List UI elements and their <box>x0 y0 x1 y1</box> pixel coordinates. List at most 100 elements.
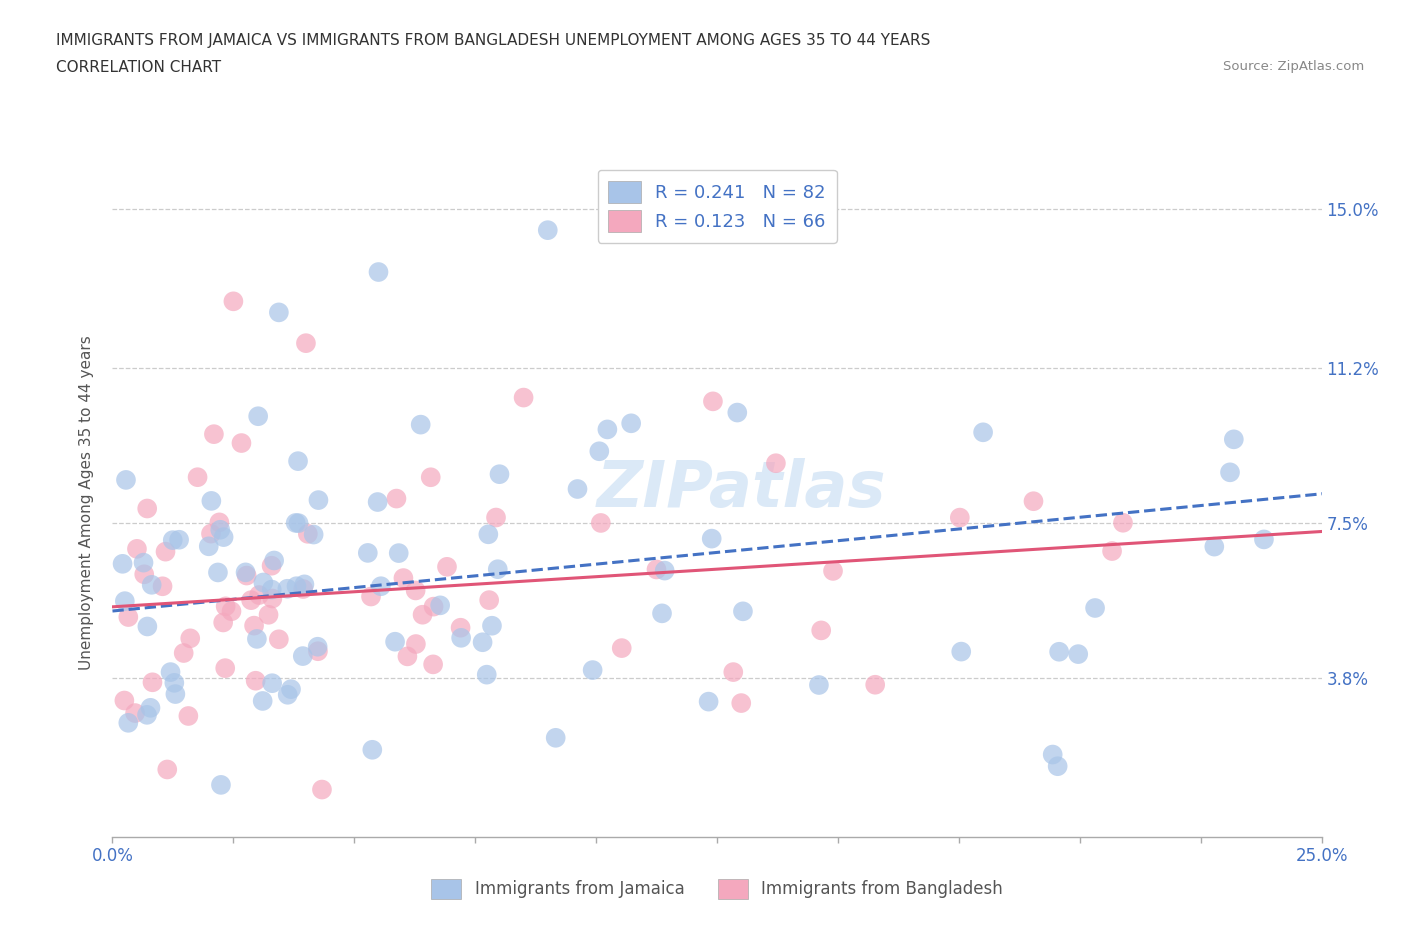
Point <box>478 592 501 607</box>
Point <box>370 578 392 593</box>
Point <box>245 673 267 688</box>
Point <box>214 660 236 675</box>
Point <box>197 538 219 553</box>
Point <box>654 564 676 578</box>
Point <box>287 516 309 531</box>
Point <box>311 782 333 797</box>
Point <box>247 409 270 424</box>
Point <box>651 606 673 621</box>
Point <box>111 556 134 571</box>
Point <box>367 495 389 510</box>
Point <box>949 511 972 525</box>
Point <box>422 657 444 671</box>
Point <box>477 527 499 542</box>
Point <box>112 693 135 708</box>
Point <box>177 709 200 724</box>
Point <box>117 715 139 730</box>
Point <box>212 530 235 545</box>
Point <box>222 294 245 309</box>
Point <box>267 305 290 320</box>
Point <box>486 562 509 577</box>
Point <box>700 531 723 546</box>
Point <box>159 665 181 680</box>
Point <box>252 694 274 709</box>
Point <box>702 394 724 409</box>
Point <box>436 559 458 574</box>
Point <box>1101 544 1123 559</box>
Point <box>263 553 285 568</box>
Point <box>360 589 382 604</box>
Point <box>209 523 232 538</box>
Point <box>1084 601 1107 616</box>
Point <box>1253 532 1275 547</box>
Point <box>950 644 973 659</box>
Point <box>141 578 163 592</box>
Point <box>396 649 419 664</box>
Point <box>141 675 163 690</box>
Point <box>260 558 283 573</box>
Point <box>246 631 269 646</box>
Point <box>1046 759 1069 774</box>
Point <box>1112 515 1135 530</box>
Point <box>136 708 159 723</box>
Point <box>588 444 610 458</box>
Point <box>235 565 257 579</box>
Point <box>277 687 299 702</box>
Point <box>200 494 222 509</box>
Point <box>257 607 280 622</box>
Point <box>475 667 498 682</box>
Point <box>405 637 427 652</box>
Point <box>287 454 309 469</box>
Point <box>200 526 222 541</box>
Point <box>450 631 472 645</box>
Point <box>361 742 384 757</box>
Point <box>1022 494 1045 509</box>
Point <box>471 635 494 650</box>
Point <box>357 546 380 561</box>
Text: ZIPatlas: ZIPatlas <box>596 458 886 520</box>
Point <box>388 546 411 561</box>
Point <box>731 604 754 618</box>
Point <box>725 405 748 420</box>
Point <box>208 515 231 530</box>
Point <box>1219 465 1241 480</box>
Point <box>291 648 314 663</box>
Point <box>596 422 619 437</box>
Point <box>307 639 329 654</box>
Point <box>385 491 408 506</box>
Point <box>115 472 138 487</box>
Point <box>214 599 236 614</box>
Point <box>297 526 319 541</box>
Legend: Immigrants from Jamaica, Immigrants from Bangladesh: Immigrants from Jamaica, Immigrants from… <box>425 872 1010 906</box>
Point <box>260 582 283 597</box>
Point <box>262 591 284 606</box>
Point <box>252 575 274 590</box>
Point <box>167 532 190 547</box>
Point <box>132 555 155 570</box>
Point <box>307 644 329 658</box>
Point <box>125 541 148 556</box>
Point <box>243 618 266 633</box>
Point <box>267 631 290 646</box>
Point <box>419 470 441 485</box>
Point <box>582 663 605 678</box>
Point <box>124 706 146 721</box>
Point <box>422 599 444 614</box>
Point <box>307 493 329 508</box>
Point <box>134 567 156 582</box>
Point <box>139 700 162 715</box>
Point <box>1042 747 1064 762</box>
Point <box>136 501 159 516</box>
Point <box>429 598 451 613</box>
Point <box>114 593 136 608</box>
Point <box>209 777 232 792</box>
Text: Source: ZipAtlas.com: Source: ZipAtlas.com <box>1223 60 1364 73</box>
Point <box>863 677 886 692</box>
Point <box>235 568 257 583</box>
Point <box>610 641 633 656</box>
Point <box>485 510 508 525</box>
Point <box>136 619 159 634</box>
Point <box>537 223 560 238</box>
Point <box>645 562 668 577</box>
Point <box>187 470 209 485</box>
